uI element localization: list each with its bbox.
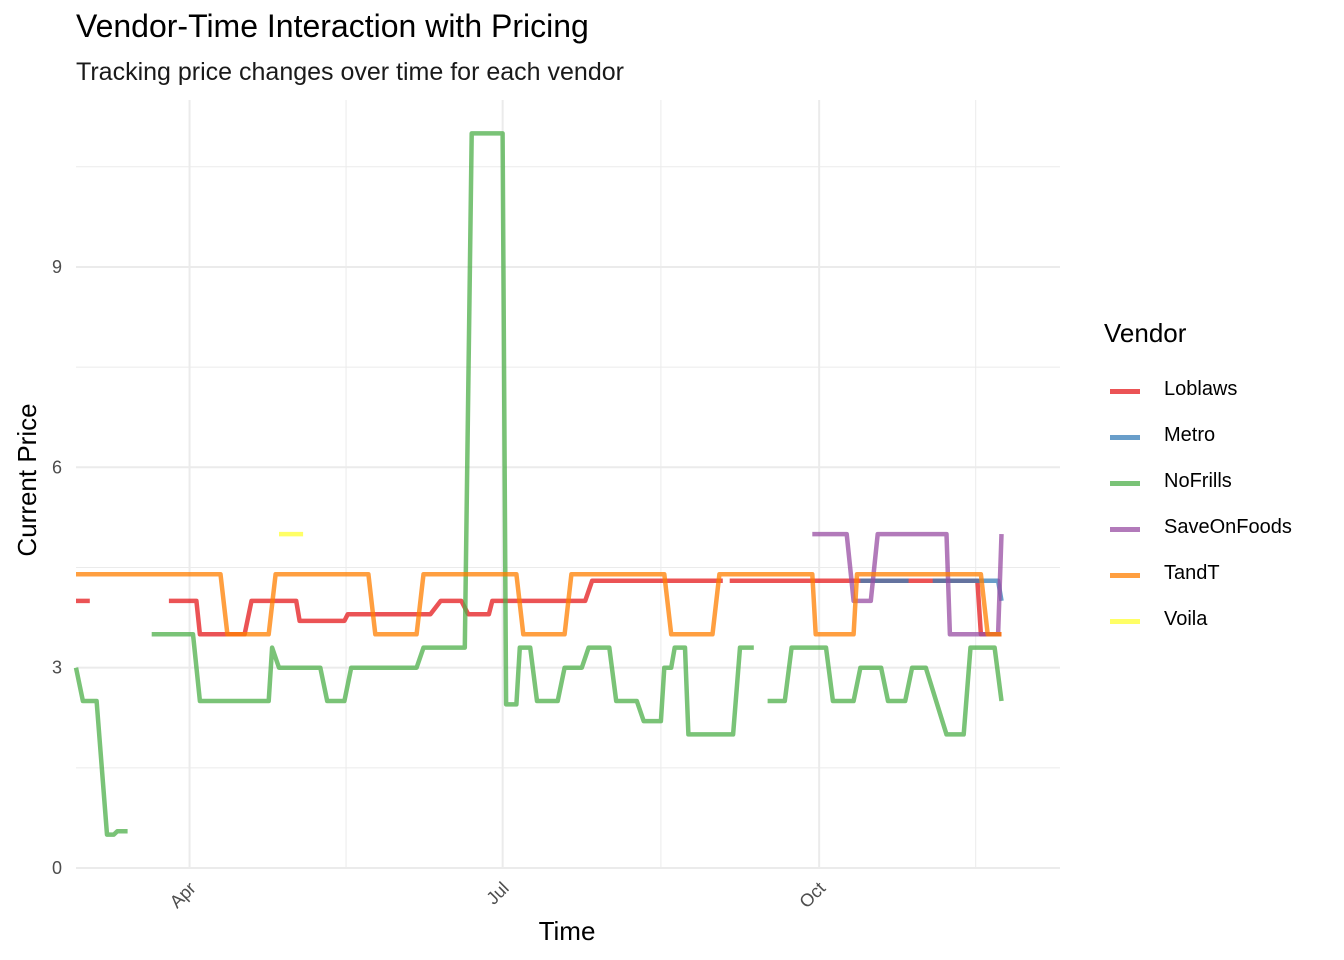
x-tick-label: Jul	[482, 878, 512, 908]
legend-key	[1110, 435, 1140, 440]
series-line-nofrills	[151, 131, 754, 737]
y-tick-label: 9	[52, 257, 62, 277]
y-tick-label: 6	[52, 457, 62, 477]
legend-label: SaveOnFoods	[1164, 516, 1292, 538]
legend-item-voila: Voila	[1104, 597, 1207, 643]
legend-item-loblaws: Loblaws	[1104, 367, 1237, 413]
legend-label: TandT	[1164, 562, 1220, 584]
legend-key	[1110, 619, 1140, 624]
legend-label: Voila	[1164, 608, 1208, 630]
legend-label: Metro	[1164, 424, 1216, 446]
legend: Vendor Loblaws Metro NoFrills SaveOnFoods Ta…	[1104, 318, 1292, 643]
series-loblaws	[76, 578, 1002, 637]
legend-item-metro: Metro	[1104, 413, 1215, 459]
series-line-saveonfoods	[812, 531, 1004, 637]
chart-title: Vendor-Time Interaction with Pricing	[76, 8, 589, 44]
x-axis-ticks: Apr Jul Oct	[166, 878, 830, 912]
legend-items: Loblaws Metro NoFrills SaveOnFoods TandT Voil…	[1104, 367, 1292, 643]
series-tandt	[76, 571, 1002, 637]
x-tick-label: Apr	[166, 878, 200, 912]
legend-item-saveonfoods: SaveOnFoods	[1104, 505, 1292, 551]
series-line-metro	[932, 578, 1004, 602]
series-nofrills	[73, 131, 1004, 837]
legend-item-nofrills: NoFrills	[1104, 459, 1232, 505]
chart-subtitle: Tracking price changes over time for eac…	[76, 58, 624, 86]
legend-key	[1110, 481, 1140, 486]
series-line-nofrills	[767, 645, 1004, 737]
legend-key	[1110, 527, 1140, 532]
legend-key	[1110, 573, 1140, 578]
legend-label: NoFrills	[1164, 470, 1232, 492]
series-lines	[73, 131, 1004, 837]
legend-item-tandt: TandT	[1104, 551, 1220, 597]
series-saveonfoods	[812, 531, 1004, 637]
y-axis-ticks: 0 3 6 9	[52, 257, 62, 878]
y-tick-label: 3	[52, 658, 62, 678]
y-tick-label: 0	[52, 858, 62, 878]
series-line-loblaws	[729, 578, 1002, 637]
x-tick-label: Oct	[795, 878, 829, 912]
x-axis-title: Time	[539, 916, 596, 946]
grid	[76, 100, 1060, 869]
series-line-nofrills	[73, 667, 128, 837]
legend-label: Loblaws	[1164, 378, 1238, 400]
y-axis-title: Current Price	[12, 403, 42, 556]
series-line-tandt	[76, 571, 1002, 637]
legend-key	[1110, 389, 1140, 394]
legend-title: Vendor	[1104, 318, 1187, 348]
series-line-loblaws	[168, 578, 723, 637]
